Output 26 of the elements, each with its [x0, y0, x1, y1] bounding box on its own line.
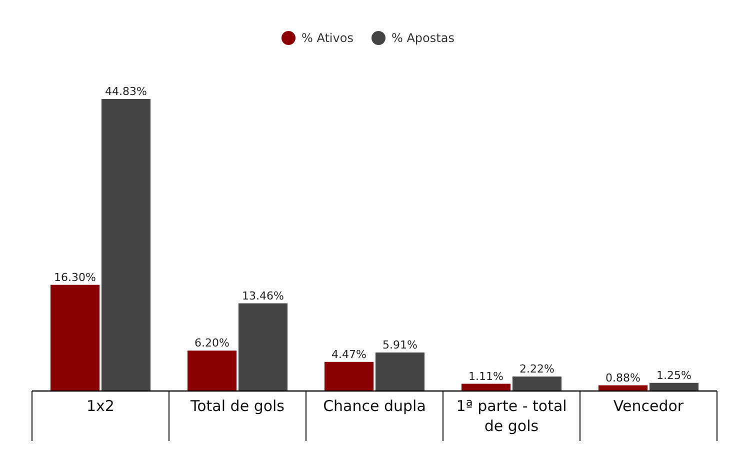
bar	[102, 99, 150, 391]
data-label: 2.22%	[520, 362, 554, 376]
x-tick-label: Total de gols	[190, 397, 285, 415]
bar	[238, 303, 288, 391]
x-tick-label: 1x2	[86, 397, 114, 415]
data-label: 4.47%	[332, 348, 366, 361]
bar	[512, 376, 562, 391]
data-label: 13.46%	[242, 289, 284, 302]
x-tick-label: Vencedor	[613, 397, 684, 415]
legend-label: % Apostas	[392, 31, 454, 45]
data-label: 6.20%	[194, 336, 230, 350]
bar	[188, 350, 236, 391]
bar	[462, 384, 510, 391]
data-label: 44.83%	[105, 85, 147, 98]
data-label: 1.11%	[468, 370, 504, 383]
bar	[324, 362, 374, 391]
bar	[50, 284, 100, 391]
x-tick-label: Chance dupla	[323, 397, 426, 415]
legend-label: % Ativos	[302, 31, 354, 45]
x-tick-label: 1ª parte - total de gols	[456, 397, 567, 435]
data-label: 1.25%	[656, 368, 692, 382]
data-label: 5.91%	[382, 338, 418, 352]
data-label: 0.88%	[606, 371, 640, 384]
data-label: 16.30%	[54, 270, 96, 284]
bar	[650, 382, 698, 391]
bar	[376, 352, 424, 391]
